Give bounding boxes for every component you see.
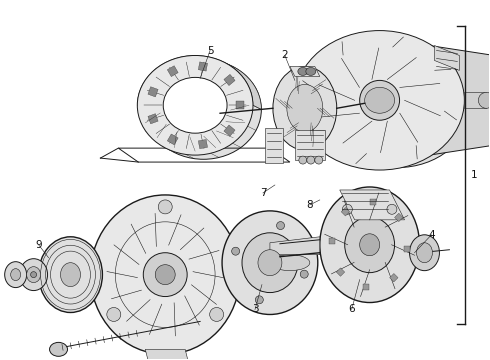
Text: 4: 4	[428, 230, 435, 240]
Polygon shape	[390, 274, 398, 282]
Ellipse shape	[137, 55, 253, 155]
Ellipse shape	[478, 92, 490, 108]
Ellipse shape	[39, 237, 102, 312]
Polygon shape	[363, 284, 369, 291]
Polygon shape	[167, 66, 178, 77]
Polygon shape	[148, 114, 158, 124]
Ellipse shape	[369, 90, 390, 110]
Polygon shape	[465, 92, 486, 108]
Ellipse shape	[107, 307, 121, 321]
Ellipse shape	[416, 243, 433, 263]
Text: 1: 1	[471, 170, 478, 180]
Ellipse shape	[306, 67, 316, 75]
Ellipse shape	[343, 204, 352, 214]
Ellipse shape	[172, 82, 235, 138]
Ellipse shape	[320, 187, 419, 302]
Ellipse shape	[387, 204, 397, 214]
Ellipse shape	[20, 259, 48, 291]
Ellipse shape	[26, 267, 41, 283]
Polygon shape	[236, 101, 244, 109]
Ellipse shape	[287, 84, 323, 132]
Bar	[295, 130, 325, 160]
Polygon shape	[404, 246, 410, 252]
Polygon shape	[198, 62, 208, 71]
Ellipse shape	[307, 156, 315, 164]
Polygon shape	[341, 208, 350, 216]
Ellipse shape	[365, 87, 394, 113]
Ellipse shape	[210, 307, 223, 321]
Ellipse shape	[258, 250, 282, 276]
Ellipse shape	[61, 263, 80, 287]
Polygon shape	[340, 190, 405, 220]
Ellipse shape	[30, 272, 37, 278]
Polygon shape	[224, 125, 235, 136]
Ellipse shape	[255, 296, 263, 304]
Polygon shape	[145, 349, 190, 360]
Text: 9: 9	[35, 240, 42, 250]
Ellipse shape	[315, 156, 323, 164]
Ellipse shape	[273, 67, 337, 150]
Text: 5: 5	[207, 45, 214, 55]
Polygon shape	[148, 87, 158, 97]
Text: 8: 8	[307, 200, 313, 210]
Ellipse shape	[325, 49, 469, 167]
Ellipse shape	[91, 195, 240, 354]
Polygon shape	[270, 237, 320, 255]
Ellipse shape	[410, 235, 440, 271]
Ellipse shape	[276, 222, 285, 230]
Polygon shape	[429, 45, 490, 155]
Ellipse shape	[232, 247, 240, 255]
Ellipse shape	[295, 31, 465, 170]
Ellipse shape	[163, 77, 227, 133]
Polygon shape	[167, 134, 178, 145]
Ellipse shape	[146, 60, 261, 159]
Polygon shape	[394, 213, 403, 222]
Ellipse shape	[11, 269, 21, 280]
Bar	[265, 128, 283, 163]
Ellipse shape	[300, 270, 308, 278]
Ellipse shape	[360, 234, 380, 256]
Polygon shape	[329, 238, 335, 244]
Ellipse shape	[143, 253, 187, 297]
Ellipse shape	[299, 156, 307, 164]
Ellipse shape	[222, 211, 318, 315]
Ellipse shape	[242, 233, 298, 293]
Text: 7: 7	[260, 188, 266, 198]
Text: 3: 3	[252, 305, 258, 315]
Polygon shape	[435, 45, 460, 71]
Ellipse shape	[155, 265, 175, 285]
Polygon shape	[370, 199, 376, 205]
Ellipse shape	[360, 80, 399, 120]
Polygon shape	[290, 67, 320, 76]
Polygon shape	[224, 75, 235, 86]
Text: 6: 6	[348, 305, 355, 315]
Polygon shape	[336, 268, 345, 276]
Ellipse shape	[270, 255, 310, 271]
Polygon shape	[137, 55, 261, 109]
Ellipse shape	[345, 217, 394, 273]
Text: 2: 2	[282, 50, 288, 60]
Ellipse shape	[298, 67, 308, 75]
Ellipse shape	[5, 262, 26, 288]
Ellipse shape	[49, 342, 68, 356]
Ellipse shape	[158, 200, 172, 214]
Polygon shape	[198, 139, 208, 149]
